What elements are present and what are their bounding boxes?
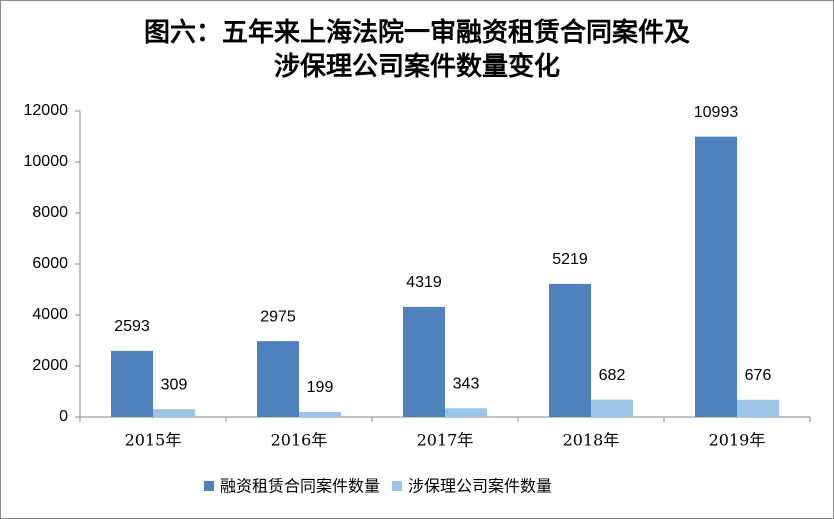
legend-swatch [204,481,214,491]
bar [257,341,299,417]
x-tick-label: 2018年 [563,431,620,450]
y-tick-label: 8000 [32,204,68,221]
data-label: 10993 [694,104,739,121]
y-tick-label: 2000 [32,357,68,374]
x-tick-label: 2015年 [125,431,182,450]
bar [737,399,779,417]
legend-swatch [392,481,403,491]
data-label: 2593 [114,318,150,335]
y-tick-label: 0 [59,408,68,425]
y-tick-label: 4000 [32,306,68,323]
y-tick-label: 12000 [24,102,69,119]
chart-title: 涉保理公司案件数量变化 [274,51,560,82]
bar [299,411,341,417]
bar [695,136,737,417]
data-label: 199 [307,379,334,396]
bar [591,399,633,417]
chart-title: 图六：五年来上海法院一审融资租赁合同案件及 [144,17,690,48]
bar [445,408,487,417]
bar [549,283,591,417]
data-label: 676 [745,367,772,384]
x-tick-label: 2016年 [271,431,328,450]
data-label: 4319 [406,274,442,291]
data-label: 343 [453,375,480,392]
bar [111,350,153,417]
y-tick-label: 10000 [24,153,69,170]
data-label: 2975 [260,308,296,325]
x-tick-label: 2019年 [709,431,766,450]
data-label: 5219 [552,251,588,268]
y-tick-label: 6000 [32,255,68,272]
x-tick-label: 2017年 [417,431,474,450]
data-label: 682 [599,367,626,384]
data-label: 309 [161,376,188,393]
legend-label: 涉保理公司案件数量 [408,477,552,496]
bar [403,306,445,417]
legend-label: 融资租赁合同案件数量 [220,477,380,496]
bar [153,409,195,417]
